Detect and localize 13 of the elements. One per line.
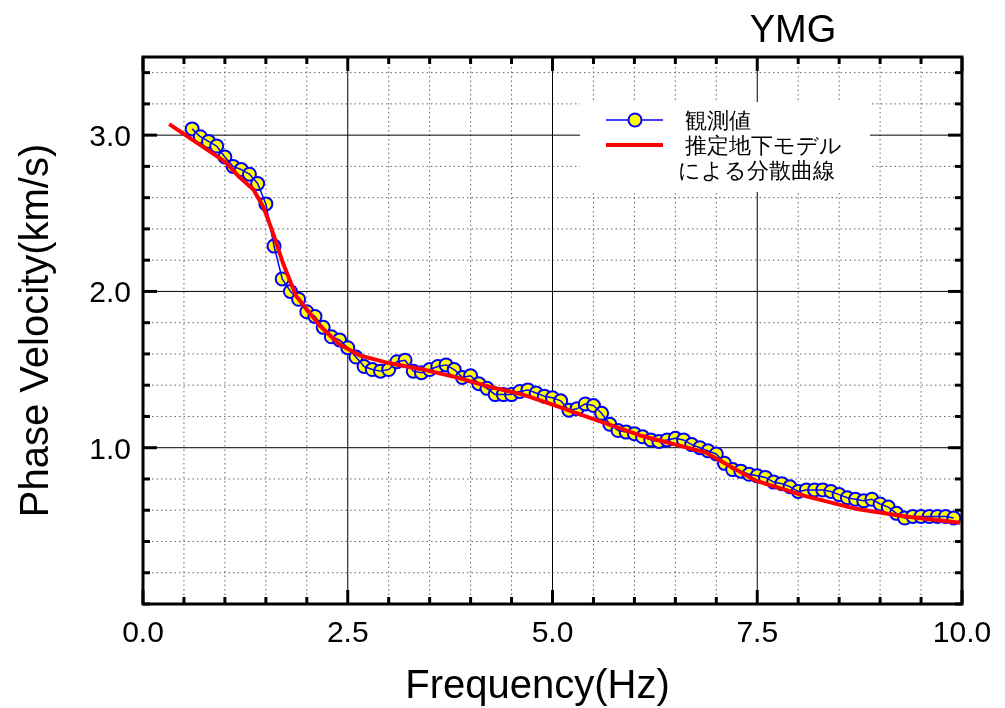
legend-label: 推定地下モデルによる分散曲線 (678, 133, 842, 183)
y-tick-label: 2.0 (89, 275, 131, 309)
x-tick-label: 0.0 (122, 615, 164, 648)
x-axis-title: Frequency(Hz) (405, 662, 670, 706)
x-tick-label: 10.0 (932, 615, 992, 648)
y-tick-label: 3.0 (89, 119, 131, 153)
legend-label: 観測値 (685, 108, 751, 133)
chart-title: YMG (749, 8, 837, 50)
x-tick-label: 2.5 (326, 615, 369, 648)
y-axis-title: Phase Velocity(km/s) (12, 143, 56, 518)
x-tick-label: 5.0 (531, 615, 574, 648)
y-tick-label: 1.0 (89, 431, 131, 465)
x-tick-label: 7.5 (736, 615, 779, 648)
